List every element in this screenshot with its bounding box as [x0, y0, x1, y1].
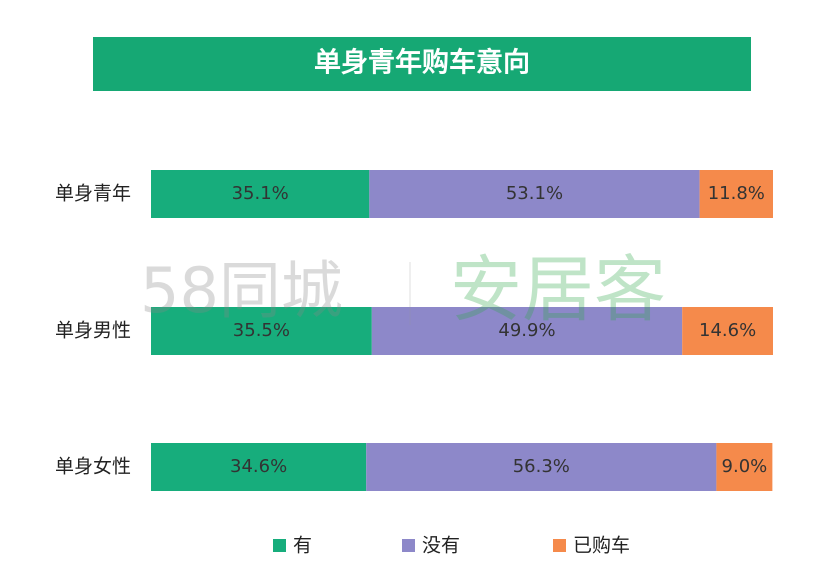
data-label: 35.1% — [232, 183, 289, 204]
watermark: 58同城 — [140, 254, 343, 327]
bar-segment — [716, 443, 773, 491]
title-banner — [93, 37, 751, 91]
bar-segment — [366, 443, 717, 491]
legend-label: 已购车 — [573, 535, 630, 557]
data-label: 14.6% — [699, 320, 756, 341]
data-label: 56.3% — [513, 456, 570, 477]
category-label: 单身青年 — [55, 183, 131, 205]
data-label: 9.0% — [722, 456, 768, 477]
bar-segment — [371, 307, 683, 355]
data-label: 34.6% — [230, 456, 287, 477]
legend-swatch — [402, 539, 415, 552]
bar-segment — [151, 443, 367, 491]
bar-segment — [369, 170, 700, 218]
watermark: 安居客 — [450, 248, 666, 332]
bar-segment — [151, 170, 370, 218]
data-label: 53.1% — [506, 183, 563, 204]
category-label: 单身男性 — [55, 320, 131, 342]
data-label: 49.9% — [498, 320, 555, 341]
bar-segment — [682, 307, 773, 355]
legend-swatch — [273, 539, 286, 552]
bar-segment — [151, 307, 372, 355]
category-label: 单身女性 — [55, 456, 131, 478]
data-label: 35.5% — [233, 320, 290, 341]
data-label: 11.8% — [708, 183, 765, 204]
legend-label: 没有 — [422, 535, 460, 557]
legend-label: 有 — [293, 535, 312, 557]
bar-segment — [699, 170, 773, 218]
legend-swatch — [553, 539, 566, 552]
chart-title: 单身青年购车意向 — [314, 47, 530, 79]
